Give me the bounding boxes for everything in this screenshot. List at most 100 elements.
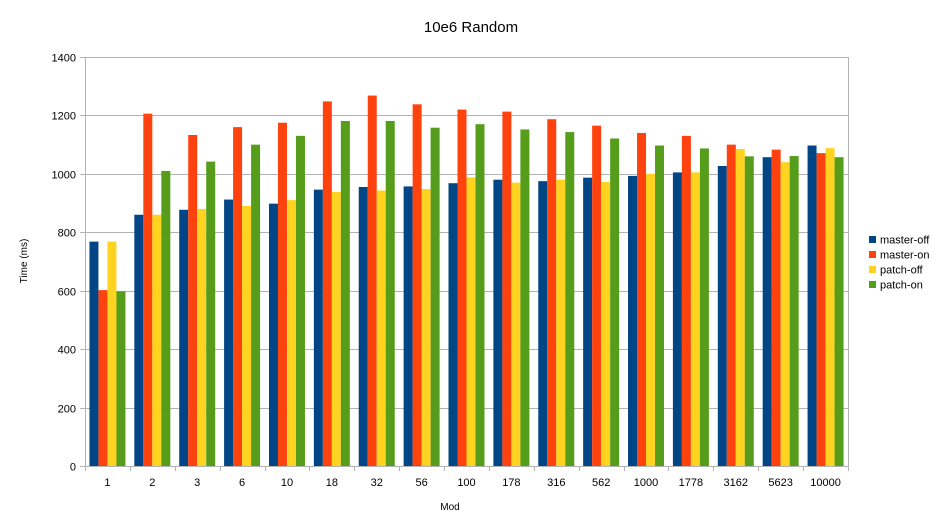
bar-master-off [224,199,234,466]
bar-patch-on [520,129,530,467]
x-tick-label: 56 [415,477,427,489]
legend-label-patch-on: patch-on [880,280,923,292]
bar-master-off [403,186,413,466]
bars [89,95,844,467]
bar-patch-on [699,148,709,466]
bar-patch-off [466,177,476,466]
x-tick-label: 1 [104,477,110,489]
bar-patch-off [511,182,521,466]
bar-master-off [134,214,144,466]
bar-master-on [771,149,781,466]
bar-patch-off [152,214,162,466]
bar-master-off [89,241,99,466]
legend-label-master-off: master-off [880,235,930,247]
y-tick-label: 600 [58,287,76,299]
bar-master-on [592,125,602,467]
x-tick-label: 2 [149,477,155,489]
bar-patch-on [295,135,305,466]
x-tick-label: 1000 [634,477,658,489]
bar-patch-off [331,191,341,466]
bar-patch-on [161,170,171,466]
x-tick-label: 3 [194,477,200,489]
y-axis-label: Time (ms) [19,239,30,284]
bar-patch-on [655,145,665,466]
legend-label-patch-off: patch-off [880,265,924,277]
x-tick-label: 562 [592,477,610,489]
bar-patch-on [565,132,575,466]
bar-patch-off [556,179,566,466]
bar-master-on [233,127,243,466]
bar-master-on [816,153,826,467]
x-tick-label: 10000 [810,477,841,489]
bar-master-off [358,187,368,466]
bar-patch-off [601,182,611,466]
bar-patch-on [251,144,261,466]
bar-master-on [502,111,512,467]
bar-master-off [538,181,548,467]
bar-master-on [367,95,377,466]
x-tick-label: 6 [239,477,245,489]
legend: master-off master-on patch-off patch-on [869,235,930,292]
y-tick-label: 200 [58,404,76,416]
y-tick-label: 1200 [52,111,76,123]
legend-swatch-master-on [869,251,876,258]
bar-master-on [98,290,108,466]
bar-patch-off [735,149,745,466]
bar-master-on [412,104,422,466]
bar-master-off [448,183,458,466]
bar-patch-off [690,172,700,466]
legend-label-master-on: master-on [880,250,930,262]
bar-master-on [637,132,647,466]
x-tick-label: 18 [326,477,338,489]
bar-master-on [547,119,557,466]
axes: 0 200 400 600 800 1000 1200 1400 1 2 3 6 10 18 32 56 100… [52,53,849,489]
bar-master-on [277,122,287,466]
y-tick-label: 1400 [52,53,76,65]
x-tick-label: 1778 [679,477,703,489]
bar-master-off [717,165,727,466]
bar-patch-off [825,148,835,467]
legend-swatch-patch-on [869,281,876,288]
bar-patch-off [646,173,656,466]
x-tick-label: 316 [547,477,565,489]
bar-patch-off [780,162,790,466]
y-tick-label: 400 [58,345,76,357]
bar-master-on [726,144,736,466]
x-tick-label: 32 [371,477,383,489]
bar-patch-off [421,189,431,466]
bar-master-off [807,145,817,466]
bar-patch-on [340,120,350,467]
bar-patch-on [206,161,216,466]
bar-master-off [762,157,772,466]
bar-patch-off [286,200,296,466]
y-tick-label: 0 [70,462,76,474]
y-tick-label: 800 [58,228,76,240]
x-axis-label: Mod [440,502,459,513]
bar-master-on [322,101,332,467]
bar-patch-off [107,241,117,466]
legend-swatch-patch-off [869,266,876,273]
bar-master-off [493,179,503,466]
bar-patch-on [385,120,395,467]
bar-patch-on [430,127,440,466]
bar-master-off [583,177,593,466]
bar-patch-off [242,205,252,466]
x-tick-label: 10 [281,477,293,489]
y-tick-label: 1000 [52,170,76,182]
x-tick-label: 100 [457,477,475,489]
bar-patch-on [116,291,126,466]
x-tick-label: 5623 [768,477,792,489]
legend-swatch-master-off [869,236,876,243]
bar-master-on [143,113,153,466]
bar-patch-off [197,208,207,466]
bar-patch-on [610,138,620,466]
chart-title: 10e6 Random [424,19,518,36]
bar-master-off [672,172,682,466]
bar-patch-on [789,156,799,466]
bar-patch-on [834,157,844,466]
bar-patch-on [744,156,754,467]
x-tick-label: 3162 [724,477,748,489]
x-tick-label: 178 [502,477,520,489]
bar-master-off [268,203,278,467]
